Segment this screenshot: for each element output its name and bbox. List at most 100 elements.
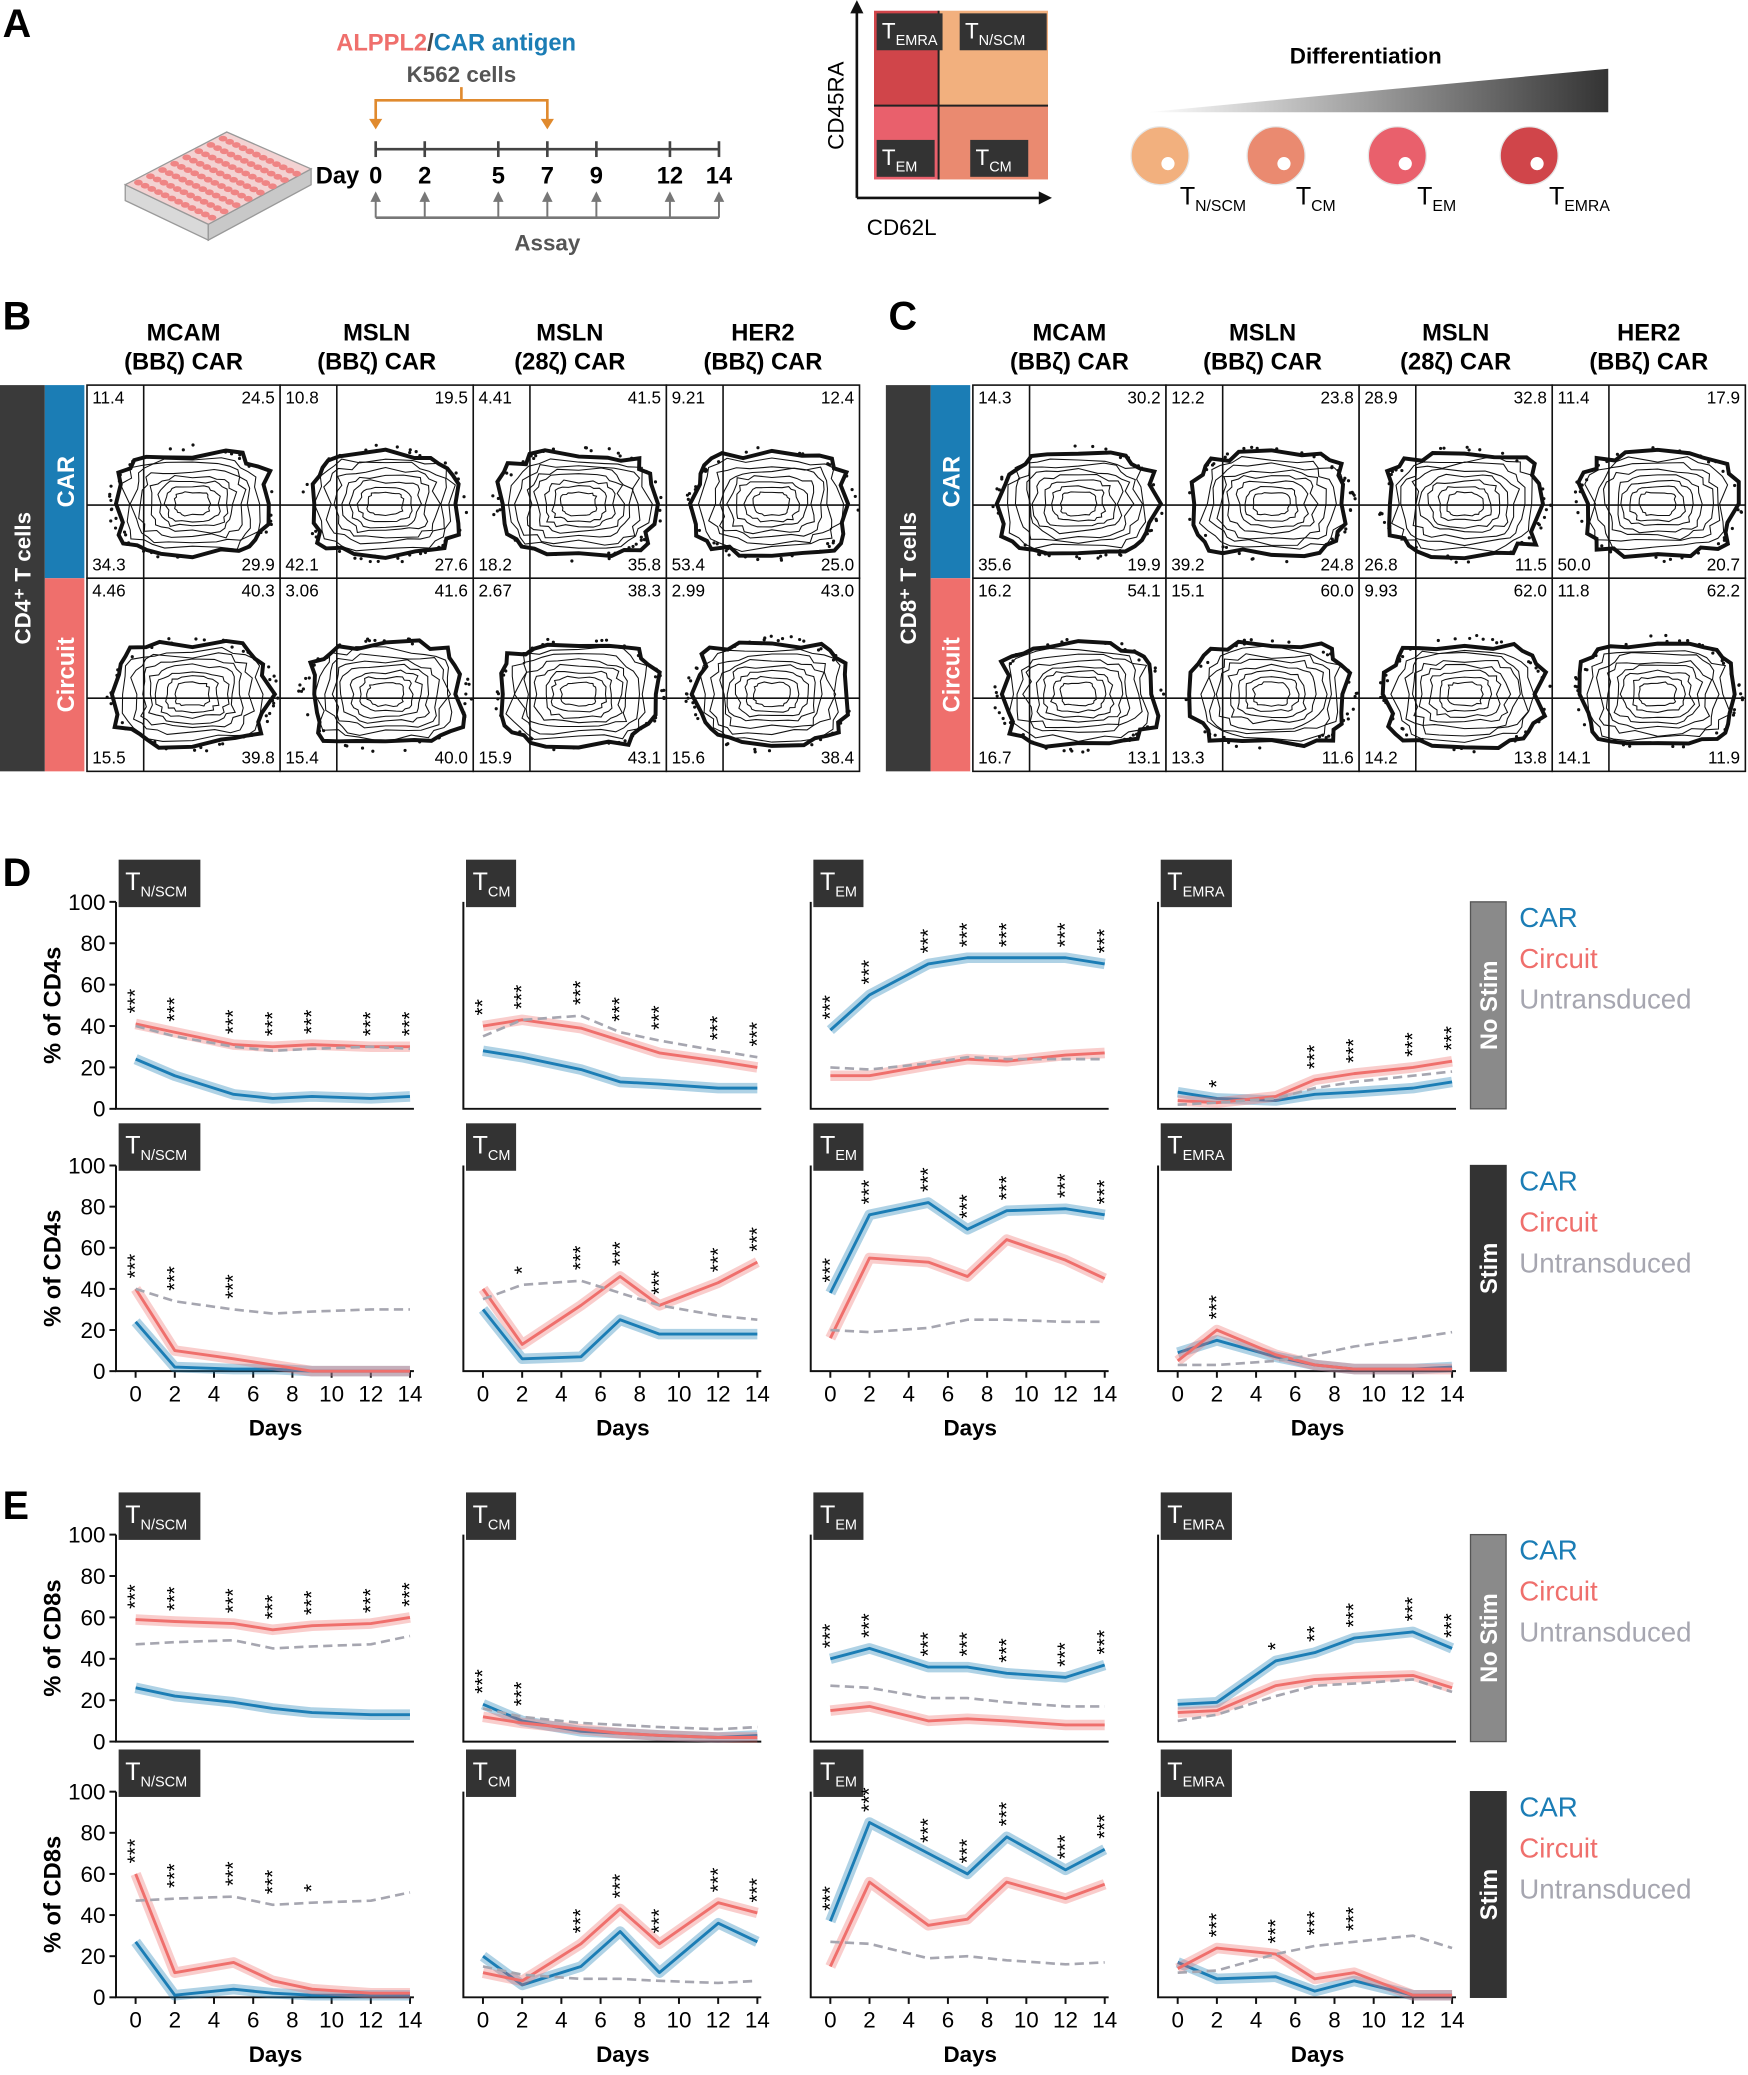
event-dot [780,636,785,641]
event-dot [1199,664,1203,668]
x-tick-label: 0 [129,2008,141,2033]
subset-title-main: T [473,1501,488,1529]
subset-label: TEM [1417,183,1456,216]
event-dot [997,488,1001,492]
event-dot [644,721,649,726]
event-dot [1677,639,1682,643]
x-tick-label: 14 [1092,2008,1117,2033]
event-dot [631,734,635,738]
event-dot [522,651,526,656]
event-dot [1384,673,1388,677]
well [186,192,196,199]
event-dot [464,692,468,696]
well [235,180,245,186]
contour [734,669,810,718]
x-tick-label: 6 [942,1381,954,1406]
event-dot [1145,725,1150,729]
event-dot [993,685,997,689]
contour [1638,681,1678,707]
event-dot [109,691,113,695]
event-dot [108,494,112,498]
event-dot [1328,652,1333,656]
timeline-day: 2 [418,163,431,189]
event-dot [1387,526,1391,530]
well [201,211,210,218]
event-dot [1043,552,1047,556]
event-dot [584,446,588,450]
x-tick-label: 6 [942,2008,954,2033]
contour [163,485,221,523]
event-dot [255,534,259,538]
event-dot [464,510,468,515]
event-dot [1091,444,1095,449]
row-bar [44,578,85,772]
event-dot [337,549,342,554]
event-dot [1542,515,1547,519]
contour [1050,675,1107,714]
event-dot [1145,532,1149,536]
event-dot [726,742,730,746]
event-dot [301,490,305,494]
significance: *** [163,1863,186,1888]
antigen-slash: / [427,30,434,56]
significance: *** [163,1266,186,1291]
quadrant-percent: 29.9 [242,554,275,574]
contour [1400,461,1526,547]
y-tick-label: 100 [68,890,105,915]
event-dot [712,541,716,545]
event-dot [995,487,999,491]
event-dot [1668,557,1673,561]
event-dot [495,690,499,694]
x-tick-label: 4 [555,1381,567,1406]
event-dot [118,473,122,477]
subset-title-sub: EM [835,1774,857,1790]
event-dot [1449,557,1453,561]
quadrant-percent: 38.3 [628,581,661,601]
event-dot [408,553,412,557]
event-dot [266,474,270,478]
event-dot [1452,748,1456,752]
event-dot [1330,654,1335,659]
quadrant-percent: 54.1 [1127,581,1160,601]
gate-lines [972,385,1166,579]
significance: *** [858,1180,881,1205]
quadrant-percent: 42.1 [285,554,318,574]
quadrant-percent: 26.8 [1364,554,1397,574]
event-dot [1438,446,1443,450]
quadrant-percent: 35.6 [978,554,1011,574]
series-line [829,1646,1106,1679]
event-dot [441,543,445,548]
event-dot [1355,691,1359,695]
event-dot [109,702,113,706]
quadrant-percent: 15.9 [479,747,512,767]
event-dot [1680,556,1684,560]
event-dot [1382,698,1386,703]
event-dot [658,508,662,512]
y-tick-label: 60 [81,1605,106,1630]
contour [559,491,598,517]
event-dot [1467,448,1471,452]
quadrant-percent: 30.2 [1127,388,1160,408]
contour [1251,681,1291,707]
event-dot [191,555,196,559]
contour [526,467,634,539]
significance: *** [995,1638,1018,1663]
row-bar [930,385,971,579]
contour [173,491,212,517]
contour [1593,462,1721,542]
assay-label: Assay [514,231,581,256]
event-dot [653,719,657,723]
legend-entry: CAR [1519,1535,1577,1566]
event-dot [368,559,372,564]
quadrant-percent: 11.4 [92,388,125,408]
event-dot [363,553,367,558]
x-tick-label: 10 [666,2008,691,2033]
event-dot [1037,548,1041,553]
event-dot [199,745,203,750]
significance: *** [995,1802,1018,1827]
legend-entry: Circuit [1519,943,1598,974]
well [217,183,226,189]
legend-entry: Circuit [1519,1833,1598,1864]
event-dot [1104,447,1108,451]
